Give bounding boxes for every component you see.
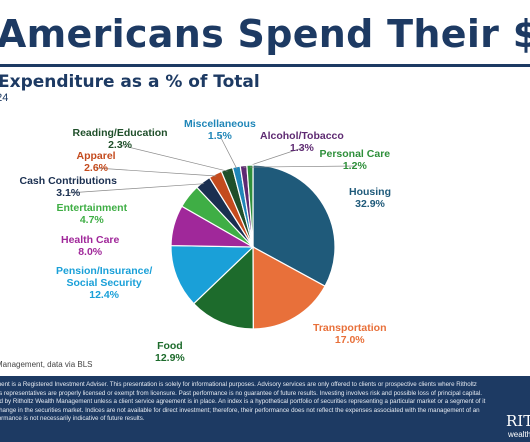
source-note: Management, data via BLS bbox=[0, 360, 93, 369]
pie-label-name: Miscellaneous bbox=[184, 118, 256, 130]
leader-line bbox=[67, 183, 205, 194]
pie-slice-transportation bbox=[252, 245, 326, 330]
title-banner: w Americans Spend Their $ bbox=[0, 0, 530, 64]
pie-label-value: 32.9% bbox=[355, 198, 385, 210]
pie-label-value: 12.9% bbox=[155, 352, 185, 364]
pie-label-value: 1.2% bbox=[342, 160, 367, 172]
pie-label: Housing 32.9% bbox=[349, 186, 391, 210]
pie-label-value: 2.3% bbox=[108, 139, 133, 151]
disclaimer-text: ment is a Registered Investment Adviser.… bbox=[0, 381, 486, 423]
title-divider bbox=[0, 64, 530, 67]
pie-label-value: 2.6% bbox=[84, 162, 109, 174]
chart-title: Expenditure as a % of Total bbox=[0, 72, 260, 92]
pie-label-name: Personal Care bbox=[319, 148, 391, 160]
pie-label-name: Cash Contributions bbox=[19, 175, 117, 187]
footer-bar: ment is a Registered Investment Adviser.… bbox=[0, 376, 530, 442]
leader-line bbox=[119, 144, 228, 172]
pie-label-name: Food bbox=[157, 340, 183, 352]
leader-line bbox=[249, 165, 356, 168]
pie-label: Pension/Insurance/ Social Security 12.4% bbox=[56, 265, 152, 301]
leader-line bbox=[219, 135, 238, 169]
pie-label-value: 8.0% bbox=[78, 246, 103, 258]
pie-label: Personal Care 1.2% bbox=[320, 148, 391, 172]
pie-label-value: 12.4% bbox=[89, 289, 120, 301]
pie-chart bbox=[67, 135, 356, 330]
pie-label-value: 1.3% bbox=[289, 142, 314, 154]
pie-label: Health Care 8.0% bbox=[61, 234, 119, 258]
pie-label-name: Pension/Insurance/ Social Security bbox=[56, 265, 153, 289]
banner-title: w Americans Spend Their $ bbox=[0, 12, 530, 56]
pie-label: Reading/Education 2.3% bbox=[73, 127, 168, 151]
pie-label-value: 4.7% bbox=[79, 214, 104, 226]
leader-line bbox=[243, 147, 303, 168]
pie-label-name: Entertainment bbox=[56, 202, 128, 214]
pie-label: Alcohol/Tobacco 1.3% bbox=[260, 130, 344, 154]
pie-label-name: Reading/Education bbox=[72, 127, 168, 139]
pie-label-value: 1.5% bbox=[207, 130, 232, 142]
pie-label: Food 12.9% bbox=[155, 340, 185, 364]
pie-label: Miscellaneous 1.5% bbox=[184, 118, 256, 142]
brand-logo-text: RIT bbox=[506, 412, 530, 430]
pie-label: Entertainment 4.7% bbox=[57, 202, 128, 226]
brand-logo-subtext: wealth bbox=[508, 430, 530, 439]
pie-label-name: Transportation bbox=[313, 322, 387, 334]
pie-label-name: Apparel bbox=[76, 150, 116, 162]
pie-slice-pension-insurance-social-security bbox=[170, 244, 255, 305]
pie-slice-personal-care bbox=[246, 164, 254, 248]
pie-label-value: 17.0% bbox=[334, 334, 365, 346]
leader-line bbox=[95, 167, 217, 177]
pie-label: Apparel 2.6% bbox=[77, 150, 116, 174]
pie-label-name: Alcohol/Tobacco bbox=[260, 130, 344, 142]
pie-label: Transportation 17.0% bbox=[313, 322, 387, 346]
pie-label: Cash Contributions 3.1% bbox=[20, 175, 117, 199]
pie-slice-food bbox=[192, 245, 254, 330]
pie-label-name: Health Care bbox=[61, 234, 120, 246]
pie-label-value: 3.1% bbox=[56, 187, 81, 199]
pie-label-name: Housing bbox=[349, 186, 391, 198]
chart-subtitle: 024 bbox=[0, 92, 9, 104]
